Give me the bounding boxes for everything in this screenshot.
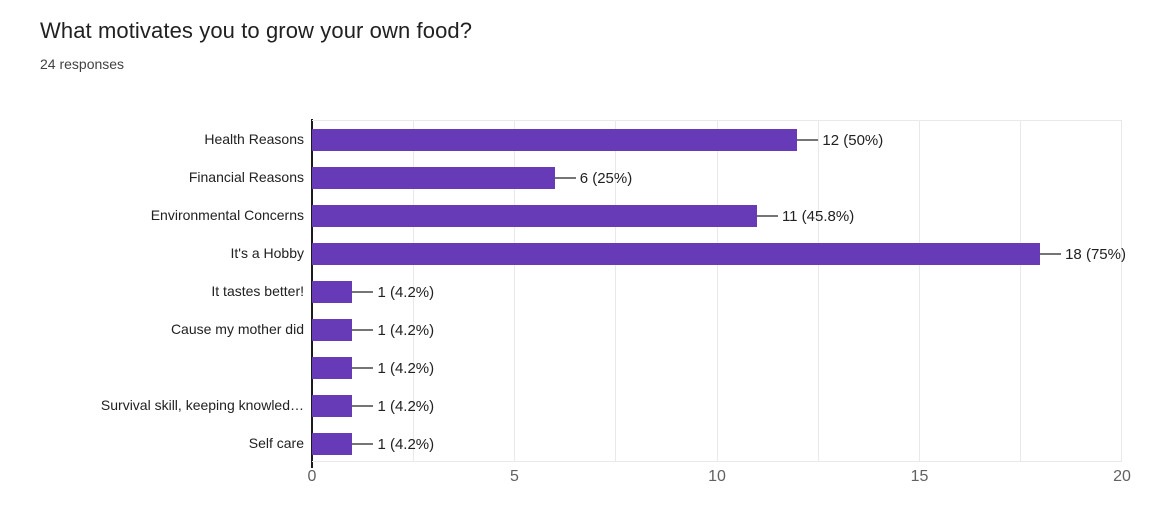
bar-value-label: 6 (25%) [579, 169, 633, 187]
bar [312, 129, 798, 151]
bar-value-label: 1 (4.2%) [377, 359, 435, 377]
gridline [716, 121, 718, 461]
gridline [514, 121, 516, 461]
gridline [615, 121, 617, 461]
bar-row: 18 (75%) [312, 235, 1126, 273]
bar-row: 1 (4.2%) [312, 425, 1121, 463]
value-callout-line [756, 215, 778, 217]
bar-row: 11 (45.8%) [312, 197, 1121, 235]
value-callout-line [554, 177, 576, 179]
bar [312, 319, 353, 341]
value-callout-line [352, 405, 374, 407]
bar [312, 167, 555, 189]
value-callout-line [797, 139, 819, 141]
gridline [413, 121, 415, 461]
bar-row: 6 (25%) [312, 159, 1121, 197]
chart-title: What motivates you to grow your own food… [40, 18, 473, 43]
category-label [0, 348, 304, 386]
bar-value-label: 11 (45.8%) [781, 207, 855, 225]
bar [312, 205, 757, 227]
category-label: It's a Hobby [230, 245, 305, 261]
bar-row: 1 (4.2%) [312, 273, 1121, 311]
category-axis-labels: Health Reasons Financial Reasons Environme… [0, 120, 304, 462]
bar-value-label: 1 (4.2%) [377, 321, 435, 339]
bar [312, 433, 353, 455]
bar [312, 357, 353, 379]
category-label: Self care [248, 435, 304, 451]
value-callout-line [352, 329, 374, 331]
x-axis-tick-labels: 0 5 10 15 20 [308, 468, 1131, 490]
category-label: Financial Reasons [188, 169, 304, 185]
value-callout-line [352, 291, 374, 293]
bar [312, 281, 353, 303]
x-tick-label: 20 [1113, 468, 1131, 485]
bar-row: 12 (50%) [312, 121, 1121, 159]
bar [312, 243, 1041, 265]
value-callout-line [352, 367, 374, 369]
gridline [918, 121, 920, 461]
bar-value-label: 1 (4.2%) [377, 283, 435, 301]
bar-value-label: 1 (4.2%) [377, 435, 435, 453]
category-label: Survival skill, keeping knowled… [100, 397, 304, 413]
bar-value-label: 12 (50%) [822, 131, 884, 149]
category-label: It tastes better! [211, 283, 304, 299]
x-tick-label: 0 [307, 468, 317, 485]
category-label: Environmental Concerns [150, 207, 304, 223]
response-count: 24 responses [40, 56, 125, 72]
gridline [817, 121, 819, 461]
value-callout-line [1040, 253, 1062, 255]
bar-value-label: 1 (4.2%) [377, 397, 435, 415]
category-label: Cause my mother did [170, 321, 304, 337]
bar-value-label: 18 (75%) [1065, 245, 1126, 263]
bar-row: 1 (4.2%) [312, 349, 1121, 387]
plot-area: 12 (50%) 6 (25%) 11 (45.8%) 18 (75%) 1 (4.2%… [312, 120, 1126, 463]
gridline [1019, 121, 1021, 461]
x-tick-label: 5 [510, 468, 519, 485]
gridline [1121, 121, 1122, 461]
bar-row: 1 (4.2%) [312, 387, 1121, 425]
category-label: Health Reasons [204, 131, 304, 147]
bar-row: 1 (4.2%) [312, 311, 1121, 349]
value-callout-line [352, 443, 374, 445]
bar [312, 395, 353, 417]
x-tick-label: 10 [708, 468, 726, 485]
x-tick-label: 15 [910, 468, 929, 485]
